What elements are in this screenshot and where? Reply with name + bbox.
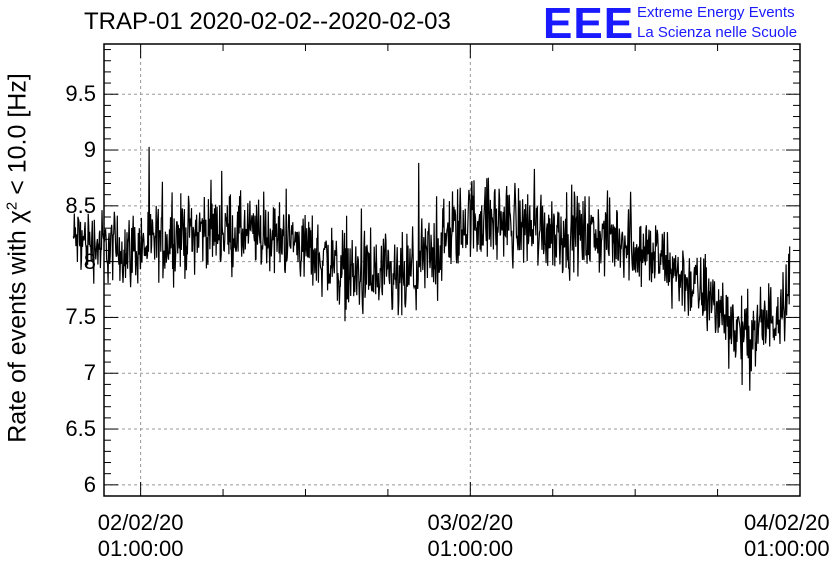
series-line <box>72 146 791 391</box>
eee-logo: EEE <box>543 0 635 48</box>
x-tick-label-time: 01:00:00 <box>427 536 514 561</box>
y-axis-label-chi: χ <box>3 210 32 224</box>
y-axis-label-sup: 2 <box>3 201 21 211</box>
y-axis-label-prefix: Rate of events with <box>3 223 32 443</box>
y-tick-label: 6.5 <box>65 416 96 442</box>
chart-title: TRAP-01 2020-02-02--2020-02-03 <box>84 8 451 35</box>
x-tick-label: 02/02/20 01:00:00 <box>71 510 211 562</box>
x-tick-label-date: 02/02/20 <box>97 510 184 535</box>
y-tick-label: 7.5 <box>65 304 96 330</box>
x-tick-label-date: 03/02/20 <box>427 510 514 535</box>
y-tick-label: 9.5 <box>65 81 96 107</box>
plot-frame <box>103 43 801 497</box>
logo-line-2: La Scienza nelle Scuole <box>637 24 798 41</box>
y-axis-label: Rate of events with χ2 < 10.0 [Hz] <box>3 73 32 443</box>
y-tick-label: 8.5 <box>65 192 96 218</box>
series-layer <box>72 146 791 391</box>
x-tick-label-date: 04/02/20 <box>744 510 830 535</box>
x-tick-label: 03/02/20 01:00:00 <box>400 510 540 562</box>
x-tick-label: 04/02/20 01:00:00 <box>744 510 830 562</box>
logo-line-1: Extreme Energy Events <box>637 4 795 21</box>
y-tick-label: 6 <box>83 471 96 497</box>
y-tick-label: 8 <box>83 248 96 274</box>
y-tick-label: 7 <box>83 360 96 386</box>
y-tick-label: 9 <box>83 137 96 163</box>
y-axis-label-suffix: < 10.0 [Hz] <box>3 73 32 202</box>
axis-layer <box>103 43 801 497</box>
x-tick-label-time: 01:00:00 <box>97 536 184 561</box>
x-tick-label-time: 01:00:00 <box>744 536 830 561</box>
